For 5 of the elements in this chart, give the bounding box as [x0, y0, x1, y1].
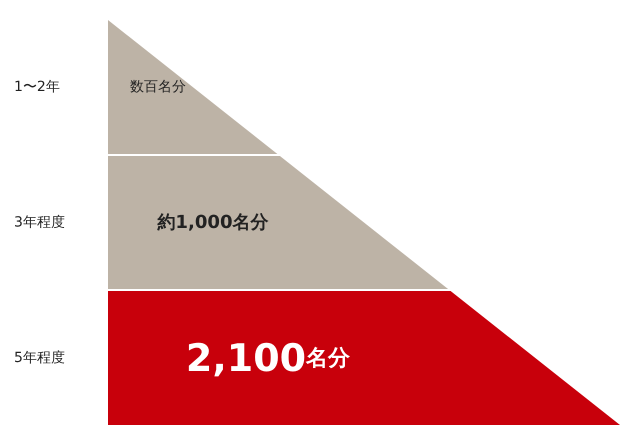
data-label: 約1,000名分 [156, 212, 270, 233]
category-label: 1〜2年 [14, 79, 60, 95]
category-label: 5年程度 [14, 350, 65, 366]
category-label: 3年程度 [14, 214, 65, 230]
data-label: 数百名分 [130, 79, 186, 95]
